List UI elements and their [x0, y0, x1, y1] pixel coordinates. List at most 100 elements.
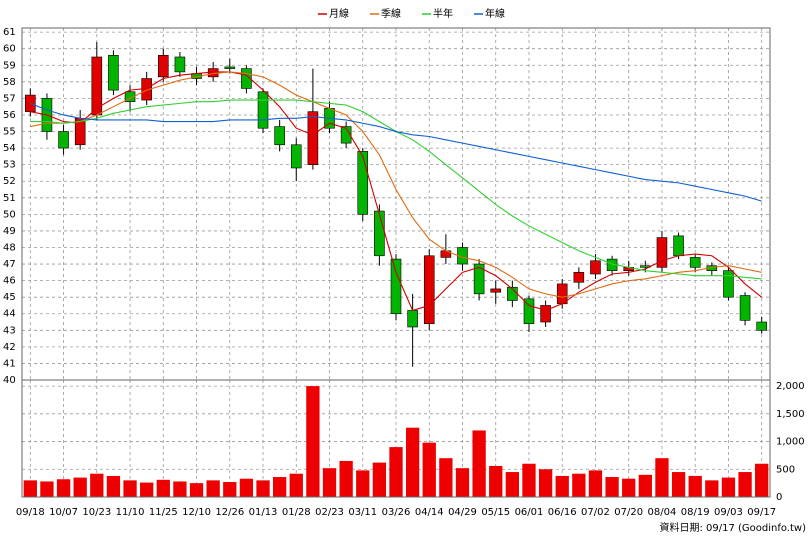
- volume-bar: [40, 481, 54, 497]
- y-tick-label: 61: [3, 27, 16, 38]
- volume-bar: [755, 463, 769, 497]
- x-tick-label: 01/13: [249, 507, 278, 518]
- volume-bar: [90, 473, 104, 497]
- volume-bar: [372, 462, 387, 497]
- volume-bar: [605, 477, 619, 497]
- x-tick-label: 01/28: [282, 507, 311, 518]
- x-tick-label: 10/07: [49, 507, 78, 518]
- volume-bar: [356, 470, 370, 497]
- candle-body: [573, 272, 585, 283]
- candle-body: [374, 210, 385, 257]
- y-tick-label: 52: [3, 176, 16, 187]
- legend-label: 月線: [329, 7, 349, 20]
- y2-tick-label: 0: [776, 492, 782, 503]
- plot-frame: [21, 27, 771, 498]
- volume-bar: [206, 480, 220, 497]
- ma-line: [30, 102, 762, 202]
- y-tick-label: 54: [3, 143, 16, 154]
- y-tick-label: 47: [3, 259, 16, 270]
- y-tick-label: 43: [3, 325, 16, 336]
- volume-bar: [655, 458, 669, 497]
- ma-line: [30, 71, 762, 298]
- legend-label: 季線: [381, 7, 401, 20]
- candle-body: [241, 68, 252, 89]
- volume-bar: [123, 480, 137, 497]
- candle-body: [58, 131, 69, 149]
- x-tick-label: 11/25: [149, 507, 178, 518]
- volume-bar: [223, 482, 237, 497]
- volume-bar: [405, 427, 420, 497]
- y-tick-label: 60: [3, 44, 16, 55]
- x-tick-label: 10/23: [82, 507, 111, 518]
- candle-body: [689, 257, 701, 268]
- x-tick-label: 06/01: [515, 507, 544, 518]
- x-tick-label: 08/04: [648, 507, 677, 518]
- volume-bar: [256, 480, 270, 497]
- y-tick-label: 42: [3, 342, 16, 353]
- volume-bar: [306, 386, 320, 497]
- x-tick-label: 06/16: [548, 507, 577, 518]
- candle-body: [673, 235, 684, 257]
- volume-bar: [189, 483, 204, 497]
- candle-body: [407, 310, 418, 328]
- candle-body: [340, 126, 352, 144]
- x-tick-label: 02/23: [315, 507, 344, 518]
- volume-bar: [439, 458, 453, 497]
- volume-bar: [622, 478, 636, 497]
- y2-tick-label: 2,000: [776, 381, 805, 392]
- volume-bar: [339, 460, 353, 497]
- y-tick-label: 48: [3, 242, 16, 253]
- y-tick-label: 45: [3, 292, 16, 303]
- x-tick-label: 03/11: [348, 507, 377, 518]
- y-tick-label: 46: [3, 276, 16, 287]
- candle-body: [224, 66, 236, 69]
- x-tick-label: 04/14: [415, 507, 444, 518]
- volume-bar: [239, 478, 254, 497]
- candle-body: [473, 263, 485, 295]
- y2-tick-label: 500: [776, 464, 795, 475]
- x-tick-label: 09/17: [747, 507, 776, 518]
- x-tick-label: 09/03: [714, 507, 743, 518]
- candle-body: [756, 321, 767, 331]
- legend-label: 年線: [485, 7, 505, 20]
- volume-bar: [671, 472, 686, 497]
- y-tick-label: 41: [3, 358, 16, 369]
- volume-bar: [156, 479, 170, 497]
- volume-bar: [638, 474, 652, 497]
- x-tick-label: 12/10: [182, 507, 211, 518]
- candle-body: [590, 260, 601, 275]
- volume-bar: [505, 472, 520, 497]
- candle-body: [124, 91, 136, 103]
- candle-body: [357, 151, 369, 215]
- x-tick-label: 08/19: [681, 507, 710, 518]
- volume-bar: [588, 470, 603, 497]
- volume-bar: [173, 481, 187, 497]
- volume-bar: [389, 447, 403, 497]
- y-tick-label: 40: [3, 375, 16, 386]
- y-tick-label: 58: [3, 77, 16, 88]
- candle-body: [490, 288, 502, 293]
- y-tick-label: 53: [3, 160, 16, 171]
- x-tick-label: 07/20: [614, 507, 643, 518]
- x-tick-label: 09/18: [16, 507, 45, 518]
- y2-tick-label: 1,500: [776, 409, 805, 420]
- y-tick-label: 49: [3, 226, 16, 237]
- candle-body: [274, 126, 285, 146]
- volume-bar: [289, 473, 303, 497]
- candle-body: [540, 305, 551, 323]
- x-tick-label: 11/10: [116, 507, 145, 518]
- volume-bar: [140, 482, 154, 497]
- candle-body: [174, 56, 186, 73]
- candle-body: [290, 144, 302, 169]
- candle-body: [423, 255, 435, 324]
- volume-bar: [322, 468, 337, 497]
- volume-bar: [23, 480, 37, 497]
- volume-bar: [422, 442, 436, 497]
- y-tick-label: 55: [3, 127, 16, 138]
- y-tick-label: 56: [3, 110, 16, 121]
- candle-body: [723, 270, 734, 298]
- candle-body: [390, 258, 402, 315]
- volume-bar: [538, 469, 553, 497]
- volume-bar: [688, 475, 702, 497]
